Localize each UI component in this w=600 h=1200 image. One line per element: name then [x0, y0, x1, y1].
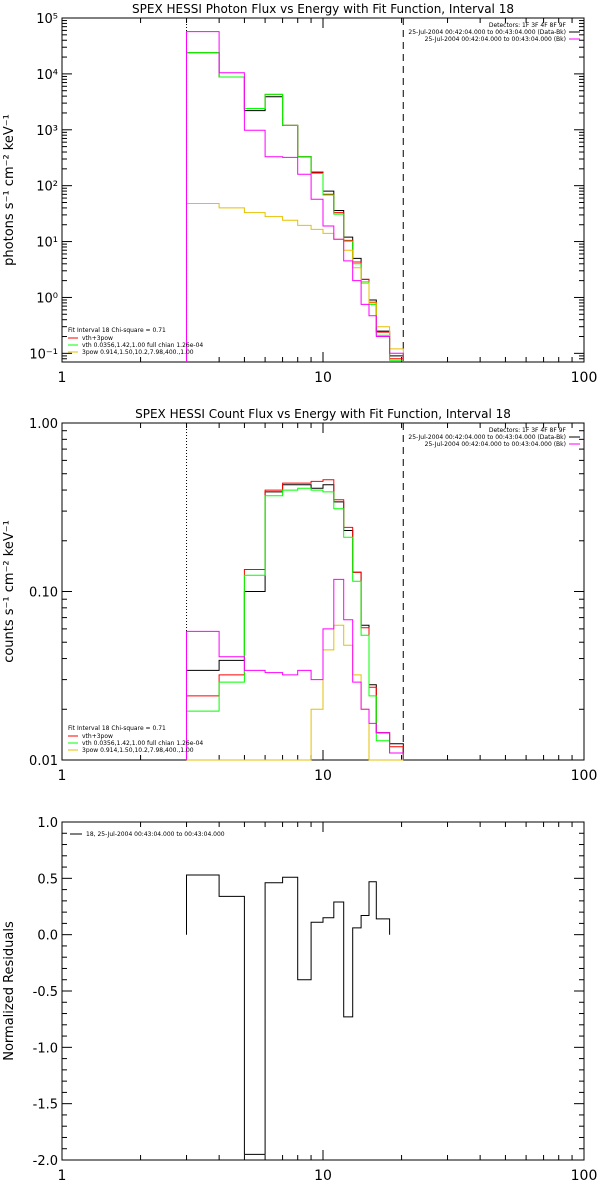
x-tick-label-2: 10	[314, 1168, 332, 1184]
y-tick-label-1: 0.01	[29, 754, 58, 769]
info-line-1-2: 25-Jul-2004 00:42:04.000 to 00:43:04.000…	[425, 441, 566, 448]
series-line-2-0	[186, 874, 391, 1155]
x-tick-label-2: 1	[58, 1168, 67, 1184]
series-line-0-3	[186, 203, 404, 362]
x-tick-label-0: 100	[571, 370, 598, 386]
info-line-0-1: 25-Jul-2004 00:42:04.000 to 00:43:04.000…	[408, 29, 566, 36]
legend-label-1-0: vth+3pow	[82, 733, 113, 740]
legend-label-0-2: 3pow 0.914,1.50,10.2,7.98,400.,1.00	[82, 349, 194, 356]
x-tick-label-1: 1	[58, 768, 67, 784]
y-tick-label-1: 1.00	[29, 417, 58, 432]
y-tick-label-2: 0.5	[37, 872, 58, 887]
legend-header-0: Fit Interval 18 Chi-square = 0.71	[68, 327, 166, 334]
legend-header-1: Fit Interval 18 Chi-square = 0.71	[68, 725, 166, 732]
info-line-1-0: Detectors: 1F 3F 4F 8F 9F	[489, 427, 567, 434]
y-axis-label-0: photons s⁻¹ cm⁻² keV⁻¹	[2, 114, 17, 266]
y-tick-label-1: 0.10	[29, 586, 58, 601]
y-tick-label-2: -1.0	[33, 1041, 58, 1056]
y-tick-label-2: 0.0	[37, 929, 58, 944]
y-tick-label-2: 1.0	[37, 816, 58, 831]
info-line-0-0: Detectors: 1F 3F 4F 8F 9F	[489, 22, 567, 29]
series-line-1-2	[186, 487, 404, 760]
x-tick-label-2: 100	[571, 1168, 598, 1184]
info-line-0-2: 25-Jul-2004 00:42:04.000 to 00:43:04.000…	[425, 36, 566, 43]
series-line-0-2	[186, 52, 404, 362]
series-line-1-1	[186, 479, 404, 760]
y-tick-label-0: 10⁵	[36, 12, 58, 27]
legend-label-1-1: vth 0.0356,1.42,1.00 full chian 1.26e-04	[82, 740, 203, 747]
plot-frame-2	[61, 821, 585, 1161]
legend-label-0-1: vth 0.0356,1.42,1.00 full chian 1.26e-04	[82, 342, 203, 349]
y-tick-label-0: 10²	[36, 180, 58, 195]
y-tick-label-0: 10³	[36, 124, 58, 139]
series-line-0-0	[186, 52, 404, 362]
legend-label-0-0: vth+3pow	[82, 335, 113, 342]
chart-title-1: SPEX HESSI Count Flux vs Energy with Fit…	[135, 407, 511, 421]
y-tick-label-0: 10⁰	[36, 291, 58, 306]
info-line-1-1: 25-Jul-2004 00:42:04.000 to 00:43:04.000…	[408, 434, 566, 441]
y-tick-label-0: 10⁴	[36, 68, 58, 83]
y-axis-label-1: counts s⁻¹ cm⁻² keV⁻¹	[2, 520, 17, 663]
y-axis-label-2: Normalized Residuals	[2, 921, 17, 1061]
x-tick-label-0: 10	[314, 370, 332, 386]
y-tick-label-0: 10¹	[36, 236, 58, 251]
y-tick-label-2: -1.5	[33, 1098, 58, 1113]
y-tick-label-2: -0.5	[33, 985, 58, 1000]
legend-label-1-2: 3pow 0.914,1.50,10.2,7.98,400.,1.00	[82, 747, 194, 754]
x-tick-label-0: 1	[58, 370, 67, 386]
x-tick-label-1: 10	[314, 768, 332, 784]
series-line-1-4	[186, 578, 404, 760]
legend-label-2-0: 18, 25-Jul-2004 00:43:04.000 to 00:43:04…	[86, 831, 225, 838]
y-tick-label-0: 10⁻¹	[29, 347, 58, 362]
y-tick-label-2: -2.0	[33, 1154, 58, 1169]
series-line-0-4	[186, 31, 404, 362]
x-tick-label-1: 100	[571, 768, 598, 784]
series-line-1-0	[186, 484, 404, 760]
chart-title-0: SPEX HESSI Photon Flux vs Energy with Fi…	[132, 2, 514, 16]
